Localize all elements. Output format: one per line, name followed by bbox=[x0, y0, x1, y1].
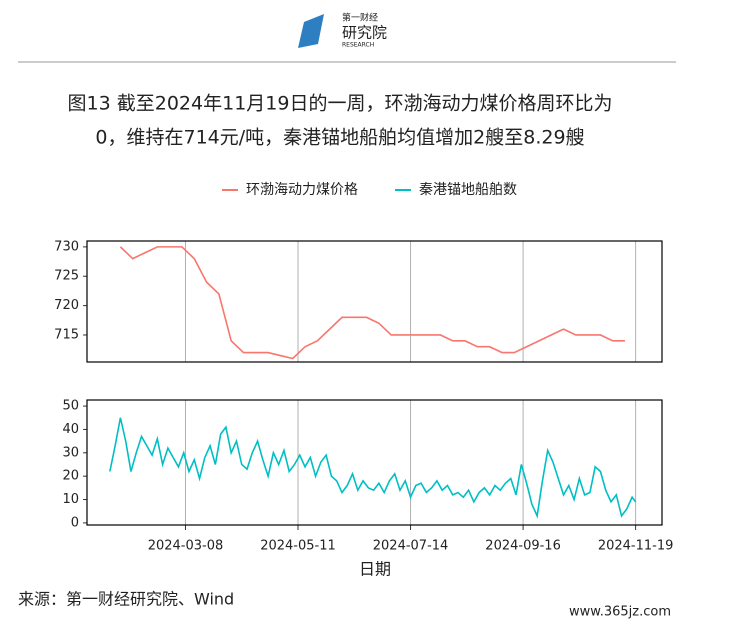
series-line bbox=[119, 246, 626, 360]
x-tick-label: 2024-09-16 bbox=[485, 539, 561, 554]
y-tick-label: 50 bbox=[62, 399, 79, 414]
y-tick-label: 715 bbox=[54, 327, 79, 342]
y-tick-label: 10 bbox=[62, 492, 79, 507]
logo-main: 研究院 bbox=[342, 24, 387, 42]
logo: 第一财经 研究院 RESEARCH bbox=[298, 12, 387, 49]
logo-top: 第一财经 bbox=[342, 12, 378, 24]
series-line bbox=[109, 417, 637, 519]
y-tick-label: 40 bbox=[62, 422, 79, 437]
x-tick-label: 2024-05-11 bbox=[260, 539, 336, 554]
panel-border bbox=[86, 399, 663, 526]
title-line: 图13 截至2024年11月19日的一周，环渤海动力煤价格周环比为 bbox=[68, 93, 613, 115]
y-tick-label: 730 bbox=[54, 239, 79, 254]
logo-sub: RESEARCH bbox=[342, 42, 374, 49]
x-tick-label: 2024-07-14 bbox=[373, 539, 449, 554]
logo-mark bbox=[298, 14, 324, 48]
y-tick-label: 20 bbox=[62, 469, 79, 484]
source: 来源：第一财经研究院、Wind bbox=[18, 590, 234, 609]
y-tick-label: 725 bbox=[54, 269, 79, 284]
x-tick-label: 2024-03-08 bbox=[148, 539, 224, 554]
panel-border bbox=[86, 240, 663, 363]
watermark: www.365jz.com bbox=[569, 605, 671, 620]
y-tick-label: 720 bbox=[54, 298, 79, 313]
panel-background bbox=[87, 400, 662, 525]
panel-background bbox=[87, 241, 662, 362]
legend-label: 秦港锚地船舶数 bbox=[419, 182, 517, 198]
x-axis-title: 日期 bbox=[359, 560, 391, 579]
y-tick-label: 0 bbox=[71, 515, 79, 530]
y-tick-label: 30 bbox=[62, 445, 79, 460]
legend-label: 环渤海动力煤价格 bbox=[246, 182, 358, 198]
title-line: 0，维持在714元/吨，秦港锚地船舶均值增加2艘至8.29艘 bbox=[95, 127, 584, 149]
x-tick-label: 2024-11-19 bbox=[598, 539, 674, 554]
